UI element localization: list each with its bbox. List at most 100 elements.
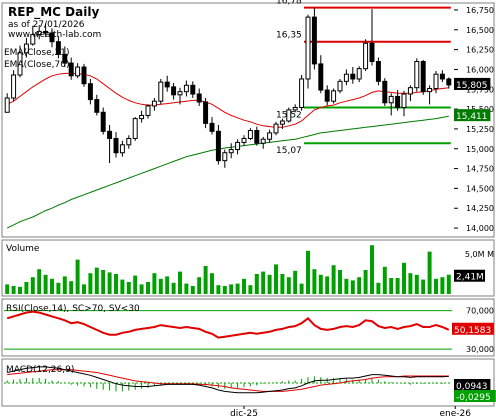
candle-body	[273, 123, 279, 134]
candle-body	[196, 93, 202, 103]
candle-body	[203, 101, 209, 124]
ema-slow-tag-bg	[454, 109, 491, 122]
candle-body	[49, 32, 55, 43]
candle-body	[68, 62, 74, 77]
price-tick-label: 16,750	[466, 6, 494, 15]
candle-body	[439, 73, 445, 80]
candle-body	[318, 63, 324, 91]
volume-bar	[389, 278, 394, 294]
legend-ema-fast: EMA(Close,21)	[4, 48, 69, 58]
macd-signal-line	[7, 369, 449, 392]
volume-bar	[30, 277, 35, 294]
volume-bar	[376, 282, 381, 294]
candle-body	[171, 86, 177, 96]
candle-body	[158, 81, 164, 102]
volume-tick-label: 5,0M M	[465, 250, 494, 259]
legend-ema-slow: EMA(Close,70)	[4, 60, 69, 70]
candle-body	[311, 16, 317, 65]
candle-body	[126, 137, 132, 146]
volume-bar	[274, 264, 278, 294]
volume-bar	[280, 274, 285, 294]
volume-bar	[414, 274, 419, 294]
resistance-label: 16,78	[276, 0, 302, 7]
candle-body	[267, 132, 273, 140]
volume-bar	[171, 282, 176, 294]
volume-bar	[82, 284, 86, 294]
support-label: 15,07	[276, 146, 302, 156]
volume-bar	[338, 270, 342, 294]
candle-body	[132, 118, 138, 139]
macd-line	[7, 366, 449, 394]
rsi-last-tag-bg	[452, 322, 494, 335]
volume-bar	[395, 278, 400, 294]
price-tick-label: 15,250	[466, 125, 494, 134]
volume-bar	[152, 273, 157, 294]
candle-body	[75, 66, 81, 77]
chart-title: REP_MC Daily	[8, 5, 99, 20]
volume-bar	[210, 273, 214, 294]
volume-bar	[75, 259, 80, 294]
volume-bar	[197, 277, 202, 294]
candle-body	[87, 83, 93, 101]
volume-bar	[446, 274, 451, 294]
candle-body	[363, 42, 369, 70]
volume-bar	[350, 280, 355, 294]
candle-body	[100, 111, 106, 132]
candle-body	[420, 61, 426, 93]
volume-bar	[133, 275, 138, 294]
x-tick-label: ene-26	[439, 409, 471, 419]
volume-bar	[421, 279, 426, 294]
candle-body	[107, 130, 113, 139]
volume-bar	[50, 278, 54, 294]
volume-bar	[88, 273, 93, 294]
candle-body	[151, 100, 157, 107]
volume-bar	[178, 271, 182, 294]
rsi-title: RSI(Close,14), SC>70, SV<30	[6, 304, 140, 314]
candle-body	[299, 78, 305, 109]
candle-body	[356, 68, 362, 80]
volume-bar	[165, 276, 170, 294]
volume-bar	[11, 286, 16, 294]
candle-body	[260, 138, 266, 144]
price-tick-label: 14,000	[466, 224, 494, 233]
volume-bar	[261, 271, 266, 294]
candle-body	[190, 84, 196, 95]
candle-body	[139, 114, 145, 120]
volume-bar	[222, 286, 227, 294]
rsi-last-tag: 50,1583	[454, 326, 491, 336]
volume-bar	[43, 274, 48, 294]
candle-body	[286, 109, 292, 122]
candle-body	[81, 66, 87, 85]
candle-body	[369, 42, 375, 63]
price-tick-label: 16,000	[466, 65, 494, 74]
price-tick-label: 16,250	[466, 46, 494, 55]
ema-slow-tag: 15,411	[456, 112, 488, 122]
candle-body	[433, 73, 439, 89]
x-tick-label: dic-25	[230, 409, 258, 419]
ema-slow-line	[6, 115, 449, 229]
candle-body	[324, 89, 330, 102]
candle-body	[331, 90, 337, 102]
volume-bar	[56, 282, 61, 294]
rsi-tick-label: 30,000	[466, 345, 494, 354]
volume-bar	[254, 274, 259, 294]
candle-body	[222, 152, 228, 162]
volume-bar	[306, 250, 310, 294]
candle-body	[4, 97, 10, 113]
candle-body	[350, 73, 356, 80]
price-tick-label: 14,500	[466, 184, 494, 193]
volume-bar	[427, 251, 432, 294]
macd-signal-tag-bg	[454, 390, 496, 402]
volume-bar	[107, 272, 112, 294]
candle-body	[388, 95, 394, 104]
candle-body	[235, 141, 241, 151]
volume-bar	[235, 283, 240, 294]
volume-bar	[242, 278, 246, 294]
volume-bar	[190, 286, 195, 294]
macd-last-tag: 0,0943	[456, 382, 488, 392]
volume-bar	[248, 285, 253, 294]
rsi-tick-label: 70,000	[466, 307, 494, 316]
candle-body	[145, 105, 151, 116]
volume-bar	[293, 270, 298, 294]
candle-body	[23, 43, 29, 54]
